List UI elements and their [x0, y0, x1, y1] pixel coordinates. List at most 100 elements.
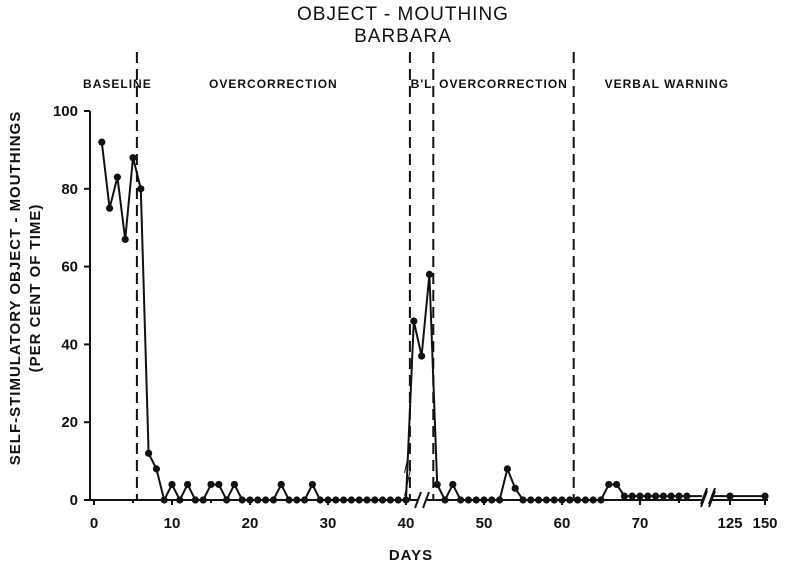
y-axis-title: SELF-STIMULATORY OBJECT - MOUTHINGS (PER… [7, 111, 44, 465]
x-tick-label: 150 [752, 515, 777, 532]
y-tick-label: 80 [61, 181, 78, 198]
data-point [464, 496, 472, 504]
data-point [542, 496, 551, 504]
data-point [308, 480, 316, 489]
data-point [558, 496, 566, 504]
chart-subtitle: BARBARA [354, 26, 452, 47]
data-point [152, 465, 160, 473]
data-point [246, 496, 254, 504]
data-point [535, 496, 543, 504]
data-point [355, 496, 363, 504]
x-tick-label: 70 [632, 515, 649, 532]
x-tick-label: 10 [164, 515, 181, 532]
y-tick-label: 40 [61, 336, 78, 353]
data-point [581, 496, 590, 504]
data-point [418, 352, 426, 360]
y-tick-label: 60 [61, 259, 78, 276]
axis-break-mark [708, 490, 716, 508]
data-point [605, 480, 613, 489]
data-point [457, 496, 465, 504]
data-point [597, 496, 605, 504]
data-point [503, 465, 511, 473]
axes: 0 20 40 60 80 100 0 10 20 30 40 50 60 70 125 150 [53, 103, 778, 532]
data-point [168, 480, 176, 489]
data-point [254, 496, 262, 504]
phase-labels: BASELINE OVERCORRECTION B'L OVERCORRECTION V… [83, 77, 729, 91]
data-point [223, 496, 231, 504]
data-point [215, 480, 223, 489]
x-tick-label: 60 [554, 515, 571, 532]
y-axis-label-line1: SELF-STIMULATORY OBJECT - MOUTHINGS [7, 111, 24, 465]
data-point [176, 496, 184, 504]
data-point [347, 496, 355, 504]
data-point [113, 173, 121, 181]
data-point [511, 484, 519, 492]
data-point [761, 492, 769, 500]
axis-break-mark [414, 491, 422, 509]
data-line [100, 142, 687, 501]
data-point [324, 496, 332, 504]
data-point [316, 496, 324, 504]
data-point [340, 496, 348, 504]
data-point [550, 496, 558, 504]
data-point [644, 492, 652, 500]
chart-title: OBJECT - MOUTHING [297, 4, 509, 25]
data-point [636, 492, 644, 500]
data-point [129, 154, 137, 162]
data-point [262, 496, 270, 504]
y-tick-label: 0 [70, 492, 78, 509]
x-tick-label: 0 [90, 515, 98, 532]
data-point [371, 496, 379, 504]
data-point [238, 496, 246, 504]
line-break-mark [708, 487, 716, 505]
data-point [433, 480, 441, 489]
data-point [293, 496, 301, 504]
data-point [301, 496, 309, 504]
data-point [363, 496, 371, 504]
data-point [667, 492, 675, 500]
data-point [230, 480, 238, 489]
data-point [160, 496, 168, 504]
x-axis-label: DAYS [389, 547, 433, 564]
x-tick-label: 50 [476, 515, 493, 532]
data-point [121, 235, 129, 243]
phase-dividers [135, 52, 575, 500]
x-tick-label: 125 [717, 515, 742, 532]
data-point [184, 480, 192, 489]
y-tick-label: 20 [61, 414, 78, 431]
data-point [589, 496, 597, 504]
data-point [285, 496, 293, 504]
data-point [379, 496, 387, 504]
phase-label: OVERCORRECTION [439, 77, 568, 91]
data-point [410, 317, 418, 325]
line-break-mark [700, 487, 708, 505]
data-point [675, 492, 683, 500]
data-point [98, 138, 106, 146]
data-point [566, 496, 574, 504]
axis-break-mark [700, 490, 708, 508]
phase-label: VERBAL WARNING [605, 77, 729, 91]
phase-label: BASELINE [83, 77, 152, 91]
data-point [394, 496, 402, 504]
data-series [98, 138, 769, 505]
data-point [628, 492, 636, 500]
data-point [269, 496, 277, 504]
y-axis-label-line2: (PER CENT OF TIME) [27, 204, 44, 373]
data-point [425, 270, 433, 278]
data-point [620, 492, 629, 500]
phase-label: OVERCORRECTION [209, 77, 338, 91]
data-point [519, 496, 527, 504]
data-point [527, 496, 535, 504]
data-point [332, 496, 340, 504]
data-point [106, 204, 114, 212]
data-point [480, 496, 488, 504]
data-point [441, 496, 449, 504]
data-point [574, 496, 582, 504]
x-tick-label: 40 [398, 515, 415, 532]
data-point [613, 480, 621, 489]
y-tick-label: 100 [53, 103, 78, 120]
data-point [191, 496, 199, 504]
data-point [449, 480, 457, 489]
data-point [402, 496, 410, 504]
